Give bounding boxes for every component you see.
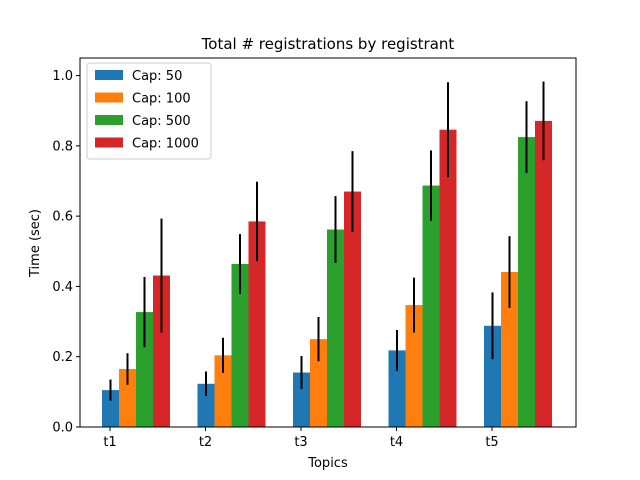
legend-label-4: Cap: 1000 — [132, 137, 199, 152]
bar-t1-series-2 — [119, 369, 136, 427]
axes-frame — [79, 57, 577, 428]
legend-label-3: Cap: 500 — [132, 114, 191, 129]
error-bars-group — [109, 81, 545, 401]
x-tick-label-t1: t1 — [103, 435, 116, 450]
legend: Cap: 50 Cap: 100 Cap: 500 Cap: 1000 — [86, 62, 212, 160]
bar-t5-series-4 — [535, 120, 552, 428]
bar-t5-series-1 — [484, 325, 501, 427]
bar-t2-series-2 — [214, 355, 232, 427]
bar-t3-series-4 — [344, 191, 361, 427]
y-tick-label: 0.6 — [52, 210, 73, 225]
bar-t1-series-4 — [153, 275, 170, 427]
bars-group — [102, 120, 552, 428]
legend-swatch-2 — [95, 92, 123, 103]
bar-t3-series-1 — [293, 372, 310, 427]
bar-t4-series-3 — [422, 185, 440, 427]
y-tick-label: 0.0 — [52, 421, 73, 436]
x-tick-label-t4: t4 — [390, 435, 403, 450]
bar-t3-series-3 — [327, 229, 344, 427]
bar-t4-series-2 — [405, 305, 423, 427]
bar-t1-series-1 — [102, 390, 119, 427]
legend-box — [86, 62, 212, 160]
x-axis-ticks: t1 t2 t3 t4 t5 — [103, 427, 499, 450]
legend-swatch-3 — [95, 115, 123, 125]
legend-swatch-4 — [95, 137, 123, 148]
chart-title: Total # registrations by registrant — [201, 35, 455, 53]
y-tick-label: 1.0 — [52, 69, 73, 84]
bar-t5-series-3 — [518, 137, 535, 428]
x-tick-label-t2: t2 — [199, 435, 212, 450]
y-tick-label: 0.2 — [52, 350, 73, 365]
axes-spines — [79, 57, 577, 428]
bar-t5-series-2 — [501, 272, 518, 427]
bar-t2-series-3 — [231, 263, 249, 427]
bar-t3-series-2 — [310, 339, 327, 427]
x-tick-label-t5: t5 — [485, 435, 498, 450]
bar-t4-series-4 — [439, 129, 457, 428]
legend-label-1: Cap: 50 — [132, 69, 182, 84]
bar-t2-series-1 — [197, 383, 215, 427]
legend-swatch-1 — [95, 70, 123, 80]
y-axis-ticks: 0.0 0.2 0.4 0.6 0.8 1.0 — [52, 69, 80, 436]
y-tick-label: 0.8 — [52, 139, 73, 154]
bar-t4-series-1 — [388, 350, 406, 427]
x-tick-label-t3: t3 — [294, 435, 307, 450]
y-axis-label: Time (sec) — [28, 209, 43, 278]
y-tick-label: 0.4 — [52, 280, 73, 295]
legend-label-2: Cap: 100 — [132, 92, 191, 107]
bar-t1-series-3 — [136, 312, 153, 427]
x-axis-label: Topics — [307, 456, 348, 471]
bar-t2-series-4 — [248, 221, 266, 427]
